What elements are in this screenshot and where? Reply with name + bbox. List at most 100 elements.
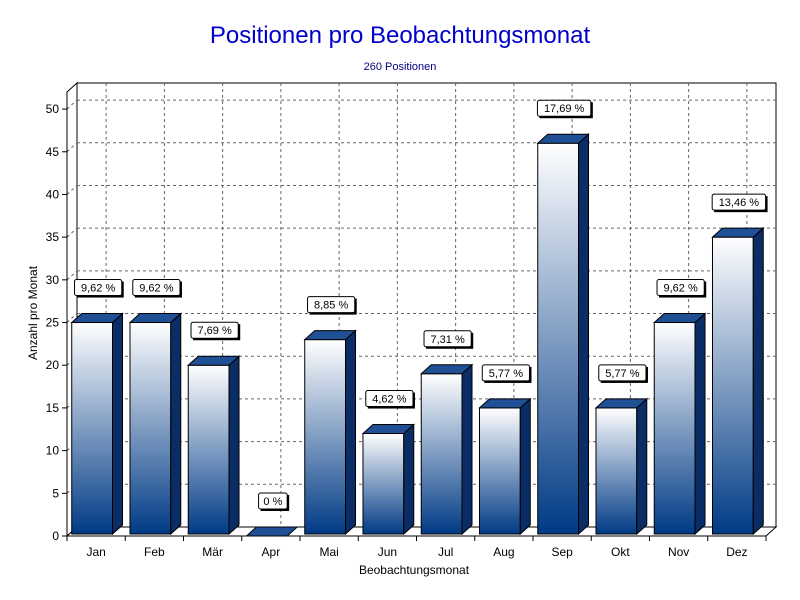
x-tick-label: Nov <box>668 545 689 559</box>
bar-front <box>595 407 638 535</box>
data-label-text: 7,69 % <box>198 325 232 337</box>
x-tick-label: Sep <box>551 545 573 559</box>
bar-top <box>303 330 357 341</box>
data-label: 4,62 % <box>365 390 415 409</box>
bar-front <box>711 236 754 535</box>
y-axis-title: Anzahl pro Monat <box>26 265 40 360</box>
x-tick-label: Apr <box>262 545 281 559</box>
chart-subtitle: 260 Positionen <box>363 61 437 73</box>
data-label: 5,77 % <box>481 364 532 383</box>
y-tick-label: 0 <box>52 529 59 543</box>
x-tick-label: Okt <box>611 545 630 559</box>
data-label-box <box>423 330 472 348</box>
bar-Nov <box>652 312 707 536</box>
bar-Okt <box>594 397 649 536</box>
bar-top <box>128 313 183 324</box>
data-label: 8,85 % <box>307 296 357 315</box>
bar-top <box>70 313 124 324</box>
x-tick-label: Mär <box>202 545 223 559</box>
bar-front <box>537 142 580 535</box>
y-tick-label: 20 <box>46 358 60 372</box>
data-label-box <box>365 390 414 408</box>
x-tick-label: Jan <box>86 545 105 559</box>
data-label: 17,69 % <box>536 99 593 119</box>
y-tick-label: 45 <box>46 145 60 159</box>
data-label-text: 7,31 % <box>431 334 465 346</box>
data-label: 9,62 % <box>656 279 707 298</box>
data-label-box <box>481 364 530 382</box>
bar-top <box>711 227 765 238</box>
bar-front <box>71 322 114 535</box>
y-tick-label: 10 <box>46 444 60 458</box>
bar-top <box>361 424 416 435</box>
bar-Feb <box>128 312 183 536</box>
bars <box>70 133 765 537</box>
data-label-text: 9,62 % <box>139 283 173 295</box>
data-label-box <box>656 279 705 297</box>
bar-top <box>536 133 590 144</box>
y-tick-label: 30 <box>46 273 60 287</box>
bar-front <box>653 322 696 535</box>
data-label: 9,62 % <box>74 279 124 298</box>
bar-top <box>419 364 474 375</box>
data-label: 5,77 % <box>598 364 648 383</box>
bar-top <box>594 398 649 409</box>
data-label-box <box>711 193 767 211</box>
bar-front <box>420 373 463 535</box>
data-label-text: 4,62 % <box>372 394 406 406</box>
x-tick-label: Jun <box>378 545 397 559</box>
bar-side <box>519 397 531 536</box>
bar-Aug <box>478 397 532 536</box>
data-label-box <box>74 279 123 297</box>
data-label: 7,31 % <box>423 330 474 349</box>
bar-Sep <box>536 133 590 536</box>
bar-Dez <box>711 227 765 536</box>
y-tick-label: 35 <box>46 230 60 244</box>
bar-top <box>186 355 241 366</box>
x-tick-label: Aug <box>493 545 514 559</box>
bar-side <box>170 312 182 536</box>
grid-line-depth <box>66 99 78 110</box>
grid-line-depth <box>66 270 78 281</box>
bar-side <box>345 329 357 536</box>
bar-front <box>478 407 521 535</box>
data-label-text: 8,85 % <box>314 300 348 312</box>
bar-side <box>636 397 648 536</box>
y-tick-label: 5 <box>52 486 59 500</box>
grid-line-depth <box>66 142 78 153</box>
bar-front <box>362 433 405 535</box>
chart-title: Positionen pro Beobachtungsmonat <box>209 22 591 49</box>
bar-front <box>304 339 347 535</box>
data-label-box <box>190 321 239 339</box>
y-tick-label: 25 <box>46 316 60 330</box>
bar-top <box>478 398 532 409</box>
data-label: 9,62 % <box>132 279 182 298</box>
data-label-text: 9,62 % <box>81 283 115 295</box>
bar-front <box>187 364 230 535</box>
x-axis-title: Beobachtungsmonat <box>359 563 470 577</box>
bar-side <box>578 133 590 536</box>
grid-line-depth <box>66 185 78 195</box>
data-label: 7,69 % <box>190 321 241 341</box>
bar-side <box>694 312 706 536</box>
grid-line-depth <box>66 227 78 238</box>
x-tick-label: Jul <box>438 545 453 559</box>
data-label: 0 % <box>258 492 290 511</box>
grid-line-depth <box>66 313 78 323</box>
bar-Jan <box>70 312 124 536</box>
data-label-box <box>536 99 592 117</box>
bar-front <box>129 322 172 535</box>
bar-Mai <box>303 329 357 536</box>
bar-Jul <box>419 363 474 536</box>
bar-top <box>652 313 707 324</box>
data-label-box <box>598 364 647 382</box>
data-label-text: 5,77 % <box>489 368 523 380</box>
bar-side <box>403 423 415 536</box>
data-label-text: 5,77 % <box>605 368 639 380</box>
data-label-text: 13,46 % <box>719 197 760 209</box>
x-tick-label: Mai <box>319 545 338 559</box>
axes: 0 5 10 15 20 25 30 35 40 45 50 Jan Feb Mär Apr Mai Jun Ju… <box>46 92 767 559</box>
data-label-text: 17,69 % <box>544 103 585 115</box>
data-label-box <box>132 279 181 297</box>
